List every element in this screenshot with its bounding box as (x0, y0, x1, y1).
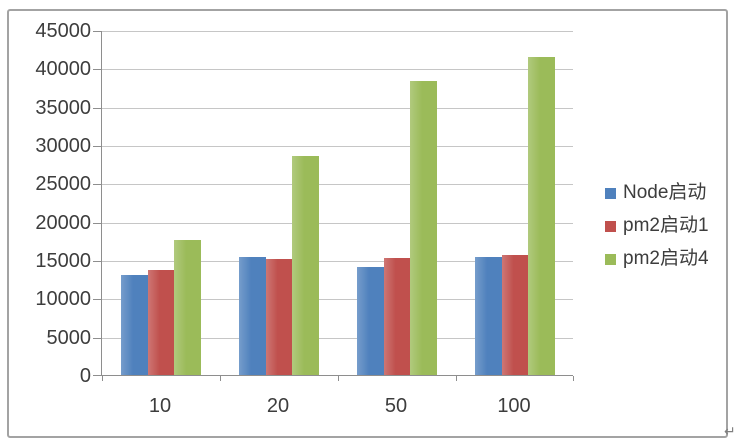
plot-area (93, 31, 574, 381)
y-axis-tick (93, 31, 102, 32)
y-axis-tick-label: 25000 (35, 173, 91, 195)
chart-frame[interactable]: 0 5000 10000 15000 20000 25000 30000 35000 40000… (7, 9, 728, 438)
x-axis-labels: 10 20 50 100 (9, 11, 726, 436)
y-axis-tick-label: 0 (79, 365, 91, 387)
bar[interactable] (147, 270, 175, 375)
x-axis-tick (573, 376, 574, 381)
y-axis-tick-label: 20000 (35, 212, 91, 234)
x-axis-tick-label: 20 (266, 395, 290, 417)
legend-item[interactable]: pm2启动1 (605, 216, 709, 236)
bar[interactable] (121, 275, 148, 375)
x-axis-tick (338, 376, 339, 381)
gridline (102, 146, 573, 147)
gridline (102, 261, 573, 262)
legend-label: Node启动 (623, 182, 707, 203)
x-axis-tick (456, 376, 457, 381)
bar-group (357, 81, 438, 375)
gridline (102, 184, 573, 185)
gridline (102, 69, 573, 70)
bar-group (239, 156, 320, 375)
y-axis-tick (93, 299, 102, 300)
y-axis-tick (93, 184, 102, 185)
y-axis-tick-label: 30000 (35, 135, 91, 157)
bar-group (475, 57, 556, 375)
bar[interactable] (528, 57, 556, 375)
gridline (102, 31, 573, 32)
paragraph-mark-icon: ↵ (724, 423, 736, 439)
y-axis-tick-label: 40000 (35, 58, 91, 80)
bar[interactable] (174, 240, 202, 375)
y-axis-tick-label: 15000 (35, 250, 91, 272)
x-axis-tick-label: 50 (384, 395, 408, 417)
bar[interactable] (410, 81, 438, 375)
x-axis-tick-label: 100 (497, 395, 531, 417)
y-axis-tick (93, 261, 102, 262)
gridline (102, 299, 573, 300)
x-axis-tick (220, 376, 221, 381)
bar[interactable] (265, 259, 293, 375)
legend-label: pm2启动4 (623, 248, 709, 269)
gridline (102, 108, 573, 109)
legend-color-swatch-icon (605, 187, 616, 199)
y-axis-tick-label: 10000 (35, 288, 91, 310)
gridline (102, 223, 573, 224)
bar[interactable] (292, 156, 320, 375)
y-axis-tick-label: 45000 (35, 20, 91, 42)
bar[interactable] (383, 258, 411, 375)
y-axis-tick (93, 338, 102, 339)
bar[interactable] (475, 257, 502, 375)
y-axis-labels: 0 5000 10000 15000 20000 25000 30000 35000 40000… (9, 11, 91, 436)
y-axis-tick (93, 146, 102, 147)
y-axis-tick (93, 223, 102, 224)
y-axis-tick (93, 375, 102, 376)
legend-color-swatch-icon (605, 220, 616, 232)
legend-color-swatch-icon (605, 253, 616, 265)
legend-item[interactable]: Node启动 (605, 183, 709, 203)
y-axis-tick (93, 108, 102, 109)
bar[interactable] (501, 255, 529, 375)
y-axis-tick (93, 69, 102, 70)
bar-group (121, 240, 202, 375)
bar[interactable] (239, 257, 266, 375)
chart-legend: Node启动 pm2启动1 pm2启动4 (605, 183, 709, 282)
x-axis-tick-label: 10 (148, 395, 172, 417)
y-axis-tick-label: 5000 (46, 327, 92, 349)
gridline (102, 338, 573, 339)
x-axis-tick (102, 376, 103, 381)
legend-label: pm2启动1 (623, 215, 709, 236)
legend-item[interactable]: pm2启动4 (605, 249, 709, 269)
y-axis-tick-label: 35000 (35, 97, 91, 119)
bar[interactable] (357, 267, 384, 375)
